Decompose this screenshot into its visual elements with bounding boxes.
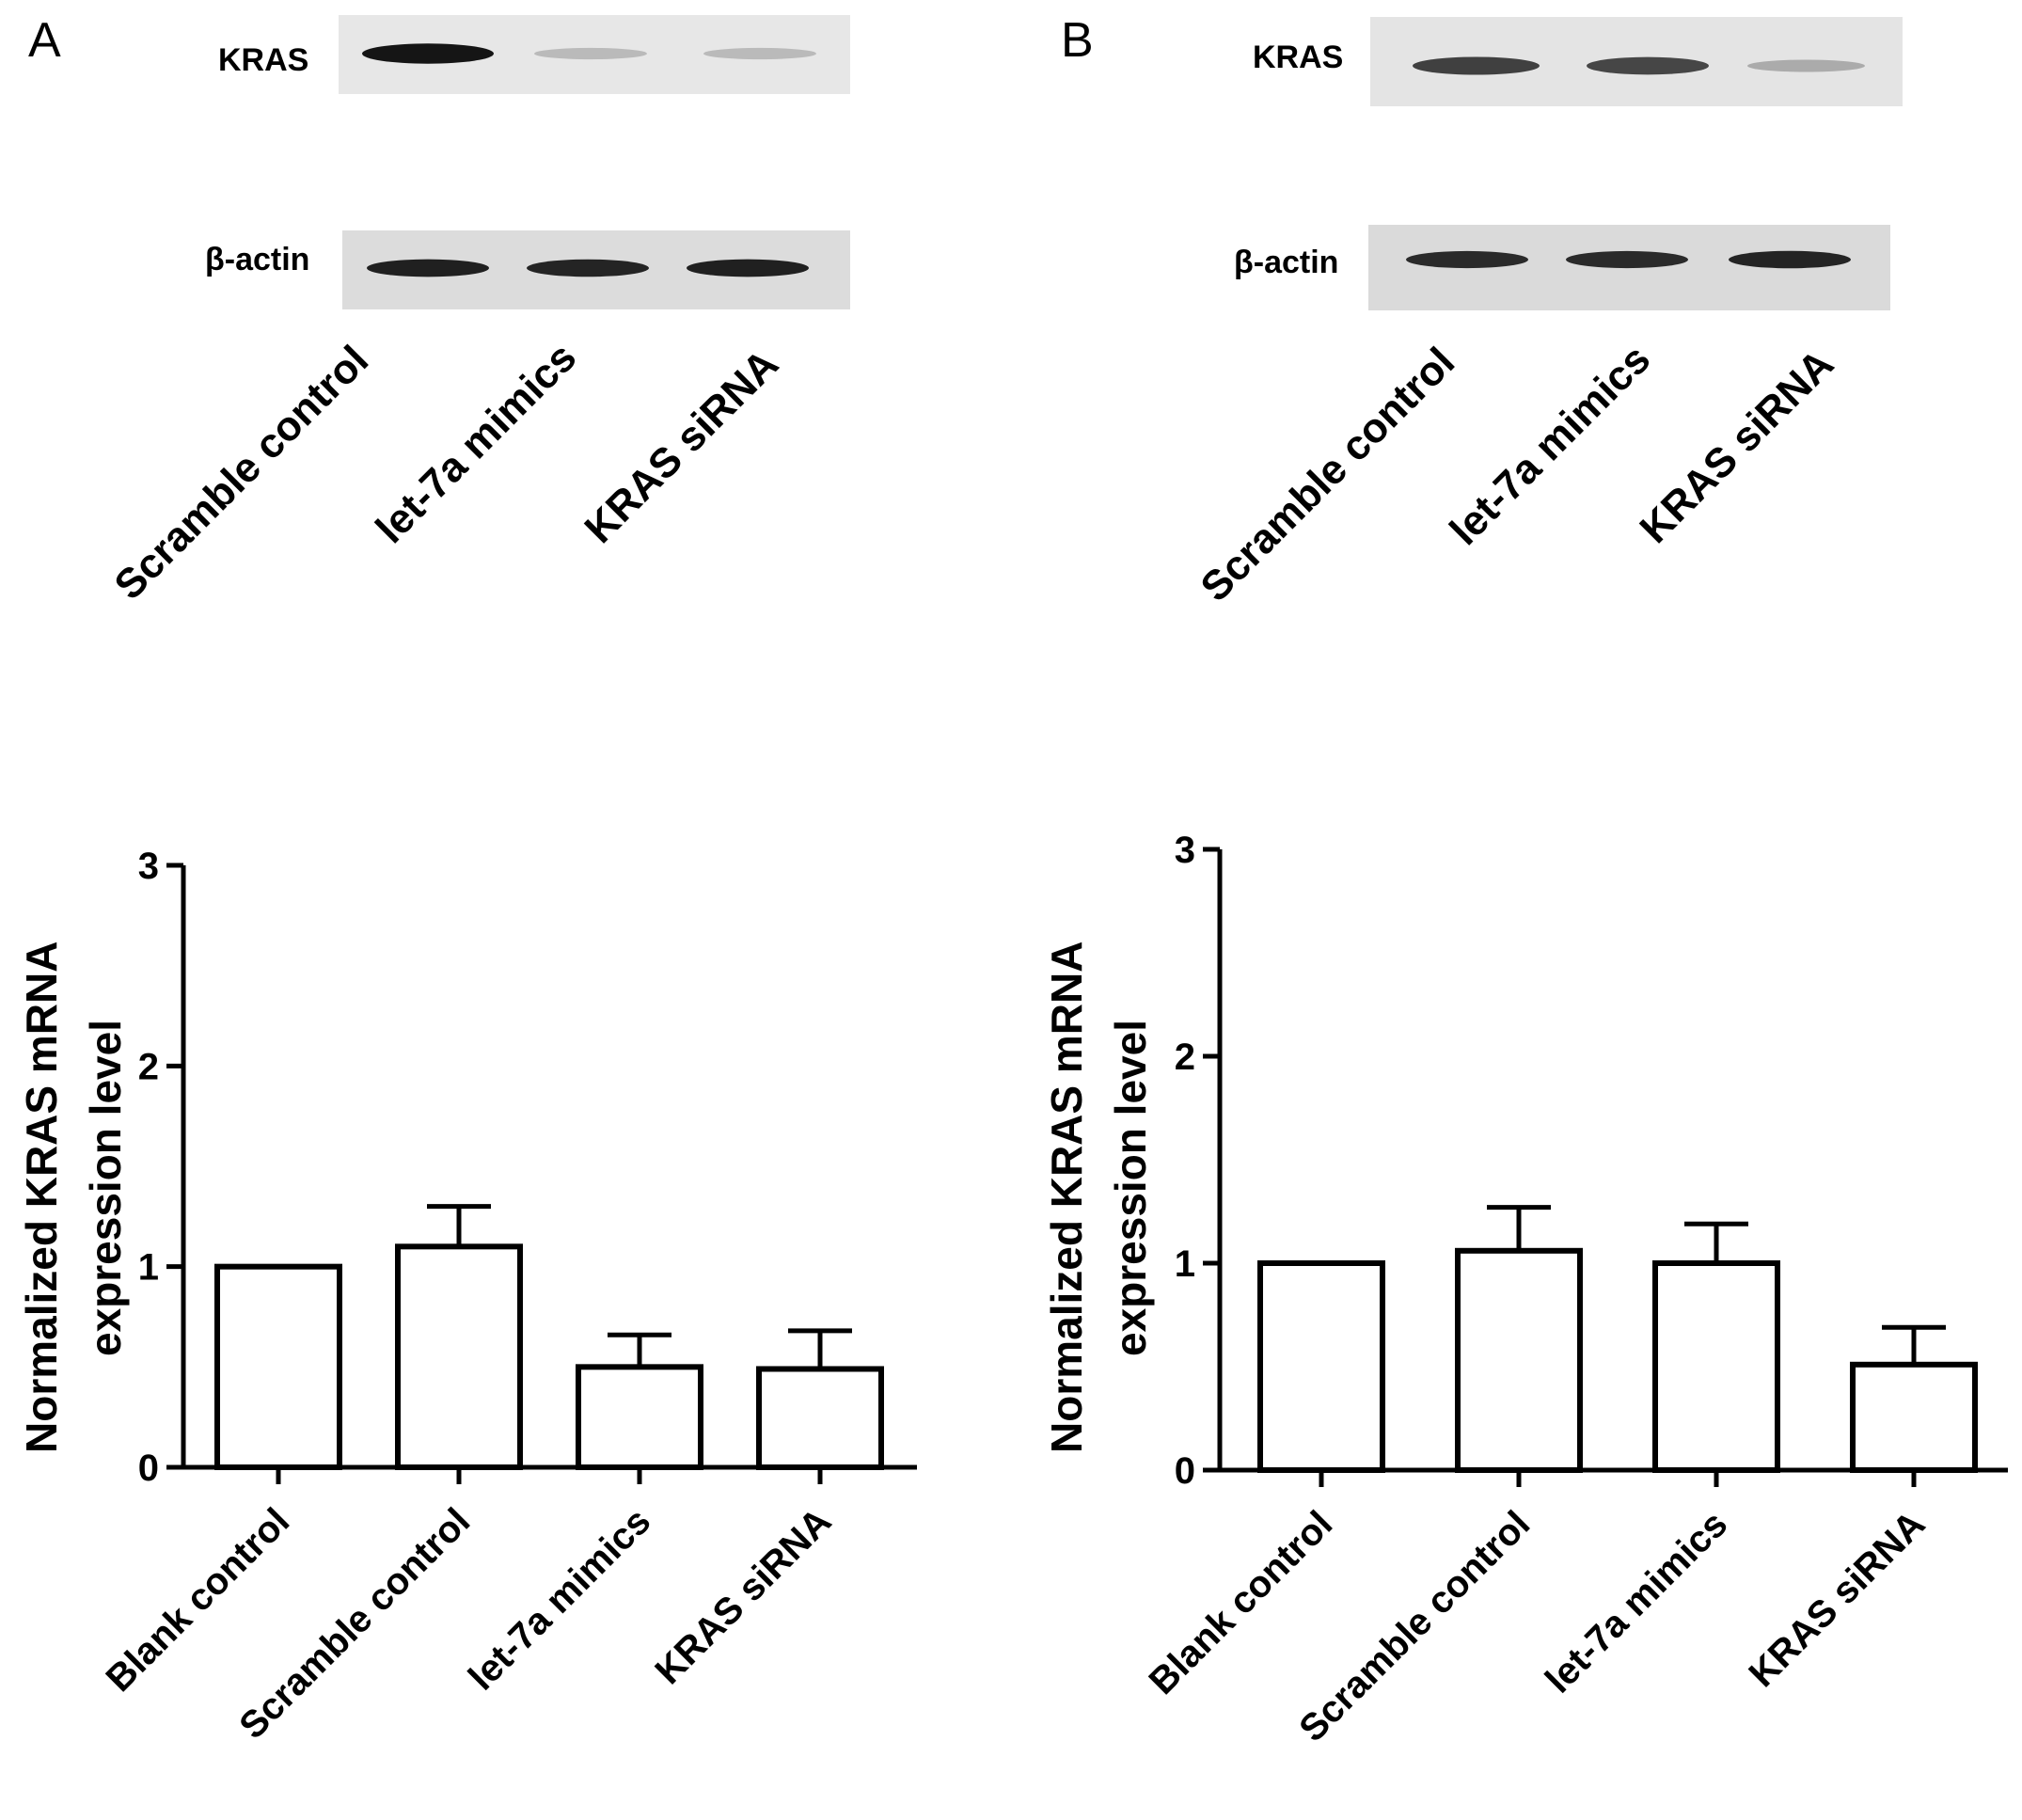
bar (576, 1364, 703, 1471)
blot-band (362, 43, 494, 64)
y-tick-label: 0 (138, 1448, 159, 1489)
y-tick-label: 3 (1175, 830, 1195, 871)
blot-band (703, 47, 816, 60)
x-category-label: Blank control (1142, 1503, 1341, 1702)
x-category-label: Blank control (99, 1500, 298, 1700)
blot-a-lane-label: let-7a mimics (367, 334, 585, 552)
blot-a-kras-bands (362, 43, 816, 64)
blot-band (1413, 56, 1540, 75)
panel-letter-b: B (1061, 13, 1094, 68)
y-axis-title: Normalized KRAS mRNA (1042, 942, 1091, 1453)
bar (1652, 1260, 1780, 1473)
panel-letter-a: A (28, 13, 61, 68)
blot-b-lane-label: let-7a mimics (1441, 336, 1659, 554)
bar-chart-a: Normalized KRAS mRNA expression level 0 1… (17, 846, 917, 1747)
blot-band (687, 259, 809, 277)
blot-b-lane-label: Scramble control (1192, 339, 1463, 610)
x-category-label: let-7a mimics (461, 1500, 658, 1698)
western-blot-a: KRAS β-actin Scramble control let-7a mim… (105, 15, 850, 609)
blot-a-lane-label: KRAS siRNA (576, 340, 787, 552)
bar (1257, 1260, 1385, 1473)
blot-band (527, 259, 649, 277)
x-category-label: KRAS siRNA (1741, 1503, 1933, 1695)
blot-b-kras-bands (1413, 56, 1865, 75)
blot-band (1587, 56, 1709, 75)
y-tick-label: 1 (1175, 1243, 1195, 1285)
blot-b-lane-label: KRAS siRNA (1631, 340, 1842, 552)
x-category-label: let-7a mimics (1538, 1503, 1735, 1701)
blot-band (367, 259, 489, 277)
y-tick-label: 1 (138, 1247, 159, 1289)
y-tick-label: 0 (1175, 1450, 1195, 1492)
bar (1455, 1247, 1583, 1474)
bar (756, 1366, 884, 1471)
bar (1850, 1361, 1978, 1474)
blot-band (1747, 59, 1865, 72)
blot-band (534, 47, 647, 60)
blot-a-row-label-actin: β-actin (205, 242, 309, 277)
y-tick-label: 3 (138, 846, 159, 887)
bar-chart-b: Normalized KRAS mRNA expression level 0 1… (1042, 830, 2008, 1749)
blot-a-lane-label: Scramble control (105, 337, 377, 609)
western-blot-b: KRAS β-actin Scramble control let-7a mim… (1192, 17, 1903, 610)
x-category-label: KRAS siRNA (647, 1500, 839, 1692)
blot-b-row-label-kras: KRAS (1253, 40, 1343, 75)
blot-a-actin-bands (367, 259, 809, 277)
y-axis-title: expression level (1106, 1020, 1155, 1356)
bar (214, 1263, 342, 1470)
blot-band (1406, 250, 1528, 269)
y-tick-label: 2 (1175, 1037, 1195, 1078)
blot-band (1729, 250, 1851, 269)
bar (395, 1243, 523, 1471)
blot-b-row-label-actin: β-actin (1234, 245, 1338, 280)
y-axis-title: expression level (81, 1020, 130, 1356)
y-axis-title: Normalized KRAS mRNA (17, 942, 66, 1453)
blot-band (1566, 250, 1688, 269)
blot-b-actin-bands (1406, 250, 1851, 269)
blot-a-row-label-kras: KRAS (218, 42, 308, 78)
y-tick-label: 2 (138, 1046, 159, 1087)
